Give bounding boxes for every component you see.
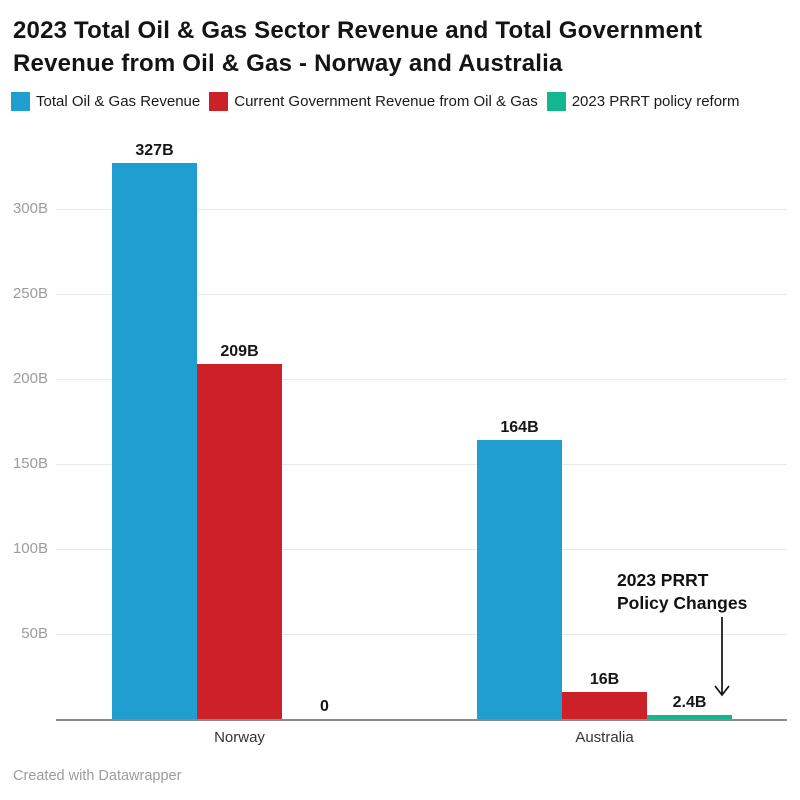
y-tick-label-200B: 200B (12, 370, 48, 387)
y-tick-label-300B: 300B (12, 200, 48, 217)
down-arrow-icon (714, 617, 730, 697)
value-label-australia-total-oil-gas-revenue: 164B (500, 419, 539, 437)
annotation-prrt-policy-changes: 2023 PRRT Policy Changes (617, 569, 747, 615)
legend-swatch-prrt-policy-reform (546, 92, 566, 111)
x-axis-label-australia: Australia (575, 729, 634, 746)
value-label-australia-prrt-policy-reform: 2.4B (672, 693, 707, 711)
bar-norway-current-government-revenue (197, 363, 282, 719)
gridline-200B (56, 379, 787, 380)
gridline-300B (56, 209, 787, 210)
y-tick-label-150B: 150B (12, 455, 48, 472)
value-label-australia-current-government-revenue: 16B (589, 670, 620, 688)
legend-label-total-oil-gas-revenue: Total Oil & Gas Revenue (36, 93, 201, 110)
y-tick-label-100B: 100B (12, 540, 48, 557)
legend-swatch-total-oil-gas-revenue (11, 92, 30, 111)
chart-title: 2023 Total Oil & Gas Sector Revenue and … (13, 14, 702, 80)
legend-swatch-current-government-revenue (209, 92, 229, 111)
bar-norway-total-oil-gas-revenue (112, 163, 197, 719)
legend-label-current-government-revenue: Current Government Revenue from Oil & Ga… (234, 93, 538, 110)
value-label-norway-total-oil-gas-revenue: 327B (135, 142, 174, 160)
gridline-250B (56, 294, 787, 295)
legend: Total Oil & Gas Revenue Current Governmen… (11, 92, 740, 111)
legend-item-current-government-revenue: Current Government Revenue from Oil & Ga… (209, 92, 538, 111)
annotation-line1: 2023 PRRT (617, 570, 709, 590)
y-tick-label-250B: 250B (12, 285, 48, 302)
value-label-norway-prrt-policy-reform: 0 (320, 698, 329, 715)
bar-australia-total-oil-gas-revenue (477, 440, 562, 719)
gridline-150B (56, 464, 787, 465)
chart-title-line1: 2023 Total Oil & Gas Sector Revenue and … (13, 17, 703, 44)
y-tick-label-50B: 50B (21, 625, 48, 642)
gridline-50B (56, 634, 787, 635)
x-axis-line (56, 719, 787, 721)
chart-title-line2: Revenue from Oil & Gas - Norway and Aust… (13, 50, 563, 77)
bar-australia-current-government-revenue (562, 691, 647, 719)
x-axis-label-norway: Norway (214, 729, 265, 746)
annotation-line2: Policy Changes (617, 593, 748, 613)
legend-item-prrt-policy-reform: 2023 PRRT policy reform (546, 92, 740, 111)
legend-label-prrt-policy-reform: 2023 PRRT policy reform (571, 93, 740, 110)
value-label-norway-current-government-revenue: 209B (220, 342, 259, 360)
gridline-100B (56, 549, 787, 550)
datawrapper-credit: Created with Datawrapper (13, 768, 182, 784)
legend-item-total-oil-gas-revenue: Total Oil & Gas Revenue (11, 92, 200, 111)
bar-australia-prrt-policy-reform (647, 714, 732, 719)
